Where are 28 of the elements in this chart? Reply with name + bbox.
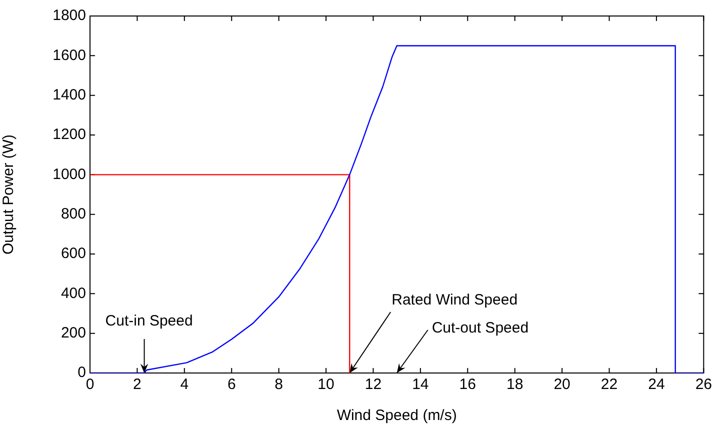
x-tick-label: 14 — [412, 376, 429, 394]
x-tick-label: 20 — [554, 376, 570, 394]
x-tick-label: 24 — [648, 376, 665, 394]
x-tick-label: 8 — [274, 376, 283, 394]
y-tick-label: 1200 — [52, 126, 86, 144]
annotation: Cut-in Speed — [105, 312, 193, 330]
x-tick-label: 16 — [459, 376, 476, 394]
x-tick-label: 4 — [180, 376, 189, 394]
annotation: Cut-out Speed — [432, 320, 529, 337]
y-tick-label: 1000 — [52, 166, 86, 183]
y-tick-label: 1400 — [52, 86, 86, 104]
x-tick-label: 18 — [506, 376, 524, 394]
y-tick-label: 400 — [60, 284, 86, 302]
y-tick-label: 600 — [60, 245, 86, 262]
x-tick-label: 26 — [695, 376, 712, 394]
x-tick-label: 6 — [227, 376, 236, 394]
y-tick-label: 200 — [60, 324, 86, 342]
x-tick-label: 12 — [364, 376, 382, 394]
x-axis-title: Wind Speed (m/s) — [336, 407, 457, 424]
x-tick-label: 10 — [318, 376, 334, 394]
y-tick-label: 800 — [60, 205, 86, 222]
y-tick-label: 1600 — [52, 46, 86, 64]
y-axis-title: Output Power (W) — [0, 134, 18, 255]
annotation: Rated Wind Speed — [392, 292, 518, 309]
y-tick-label: 1800 — [52, 7, 86, 24]
y-tick-label: 0 — [78, 364, 86, 382]
x-tick-label: 22 — [600, 376, 618, 394]
x-tick-label: 2 — [133, 376, 142, 394]
